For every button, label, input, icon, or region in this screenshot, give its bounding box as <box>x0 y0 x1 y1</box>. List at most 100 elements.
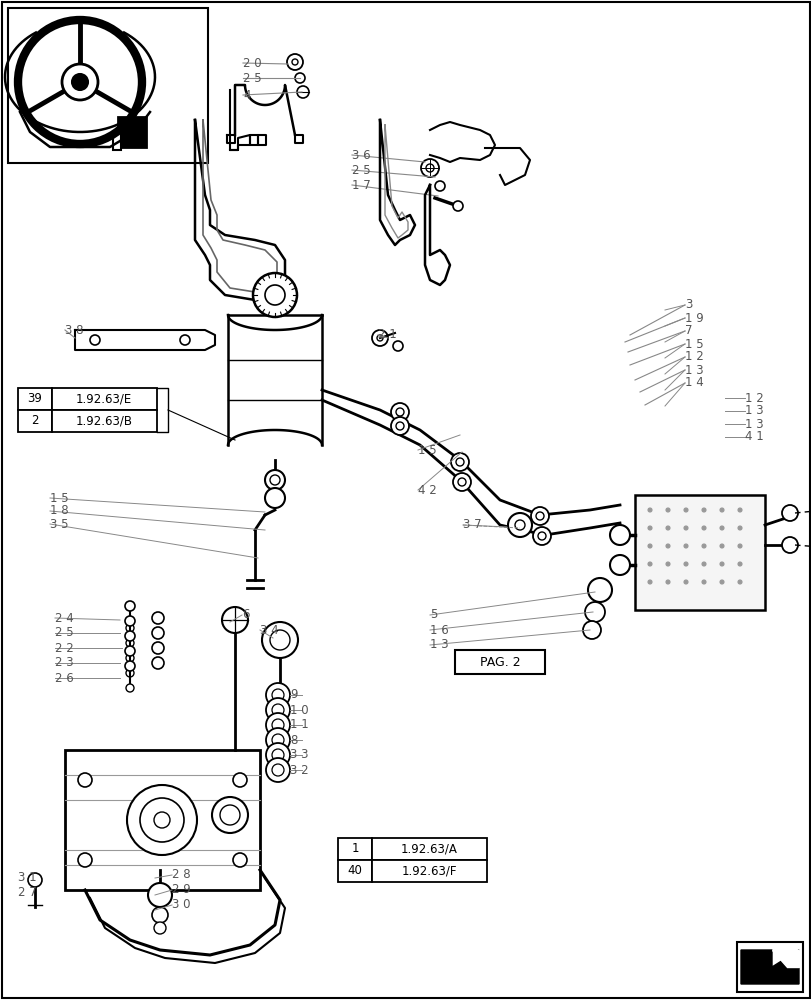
Text: 3 0: 3 0 <box>172 898 191 911</box>
Circle shape <box>737 580 741 584</box>
Circle shape <box>665 580 669 584</box>
Text: 3 8: 3 8 <box>65 324 84 336</box>
Circle shape <box>266 698 290 722</box>
Circle shape <box>737 526 741 530</box>
Circle shape <box>266 743 290 767</box>
Circle shape <box>538 532 545 540</box>
Text: 1 8: 1 8 <box>50 504 69 518</box>
Circle shape <box>78 773 92 787</box>
Circle shape <box>262 622 298 658</box>
Text: 2 0: 2 0 <box>242 57 261 70</box>
Circle shape <box>270 475 280 485</box>
Circle shape <box>665 544 669 548</box>
Circle shape <box>125 601 135 611</box>
Bar <box>371 860 487 882</box>
Circle shape <box>647 544 651 548</box>
Bar <box>634 495 764 610</box>
Circle shape <box>702 562 705 566</box>
Text: 8: 8 <box>290 733 297 746</box>
Circle shape <box>737 544 741 548</box>
Circle shape <box>530 507 548 525</box>
Text: 9: 9 <box>290 688 297 702</box>
Circle shape <box>781 505 797 521</box>
Circle shape <box>292 59 298 65</box>
Text: 3 1: 3 1 <box>18 871 36 884</box>
Text: 1.92.63/A: 1.92.63/A <box>400 842 457 855</box>
Text: PAG. 2: PAG. 2 <box>479 656 520 668</box>
Bar <box>454 650 544 674</box>
Circle shape <box>683 544 687 548</box>
Circle shape <box>126 639 134 647</box>
Circle shape <box>393 341 402 351</box>
Text: 2 7: 2 7 <box>18 886 36 900</box>
Circle shape <box>396 408 404 416</box>
Circle shape <box>126 669 134 677</box>
Text: 1 3: 1 3 <box>744 418 762 430</box>
Text: 3 4: 3 4 <box>260 624 278 636</box>
Circle shape <box>453 201 462 211</box>
Text: 1: 1 <box>351 842 358 855</box>
Bar <box>118 117 146 147</box>
Circle shape <box>396 422 404 430</box>
Text: 1 3: 1 3 <box>430 638 448 652</box>
Circle shape <box>294 73 305 83</box>
Text: 1 3: 1 3 <box>684 363 703 376</box>
Circle shape <box>154 922 165 934</box>
Text: 4 2: 4 2 <box>418 484 436 496</box>
Circle shape <box>272 719 284 731</box>
Text: 3: 3 <box>684 298 692 312</box>
Circle shape <box>719 508 723 512</box>
Circle shape <box>270 630 290 650</box>
Circle shape <box>609 555 629 575</box>
Circle shape <box>719 544 723 548</box>
Text: 3 7: 3 7 <box>462 518 481 532</box>
Circle shape <box>264 488 285 508</box>
Circle shape <box>139 798 184 842</box>
Circle shape <box>665 526 669 530</box>
Circle shape <box>266 683 290 707</box>
Circle shape <box>220 805 240 825</box>
Circle shape <box>587 578 611 602</box>
Circle shape <box>702 580 705 584</box>
Circle shape <box>152 612 164 624</box>
Text: 1 6: 1 6 <box>430 624 448 636</box>
Circle shape <box>719 562 723 566</box>
Circle shape <box>532 527 551 545</box>
Text: 1 5: 1 5 <box>50 491 69 504</box>
Circle shape <box>62 64 98 100</box>
Text: 2 1: 2 1 <box>378 328 397 342</box>
Bar <box>736 942 802 992</box>
Text: 1 7: 1 7 <box>351 179 371 192</box>
Polygon shape <box>740 950 798 984</box>
Bar <box>52 410 157 432</box>
Circle shape <box>126 624 134 632</box>
Text: 40: 40 <box>347 864 362 878</box>
Circle shape <box>90 335 100 345</box>
Circle shape <box>125 646 135 656</box>
Circle shape <box>126 654 134 662</box>
Circle shape <box>212 797 247 833</box>
Circle shape <box>376 335 383 341</box>
Text: 3 2: 3 2 <box>290 764 308 776</box>
Circle shape <box>453 473 470 491</box>
Text: 2: 2 <box>31 414 39 428</box>
Text: 2 3: 2 3 <box>55 656 74 670</box>
Circle shape <box>233 853 247 867</box>
Text: 2 5: 2 5 <box>242 72 261 85</box>
Circle shape <box>456 458 463 466</box>
Bar <box>18 388 52 410</box>
Bar <box>337 860 371 882</box>
Text: 1 1: 1 1 <box>290 718 308 731</box>
Circle shape <box>426 164 433 172</box>
Circle shape <box>126 684 134 692</box>
Circle shape <box>609 525 629 545</box>
Circle shape <box>702 526 705 530</box>
Text: 1 5: 1 5 <box>418 444 436 456</box>
Circle shape <box>152 657 164 669</box>
Circle shape <box>450 453 469 471</box>
Circle shape <box>683 562 687 566</box>
Text: 1 3: 1 3 <box>744 404 762 418</box>
Bar <box>371 838 487 860</box>
Text: 2 6: 2 6 <box>55 672 74 684</box>
Text: 1 2: 1 2 <box>684 351 703 363</box>
